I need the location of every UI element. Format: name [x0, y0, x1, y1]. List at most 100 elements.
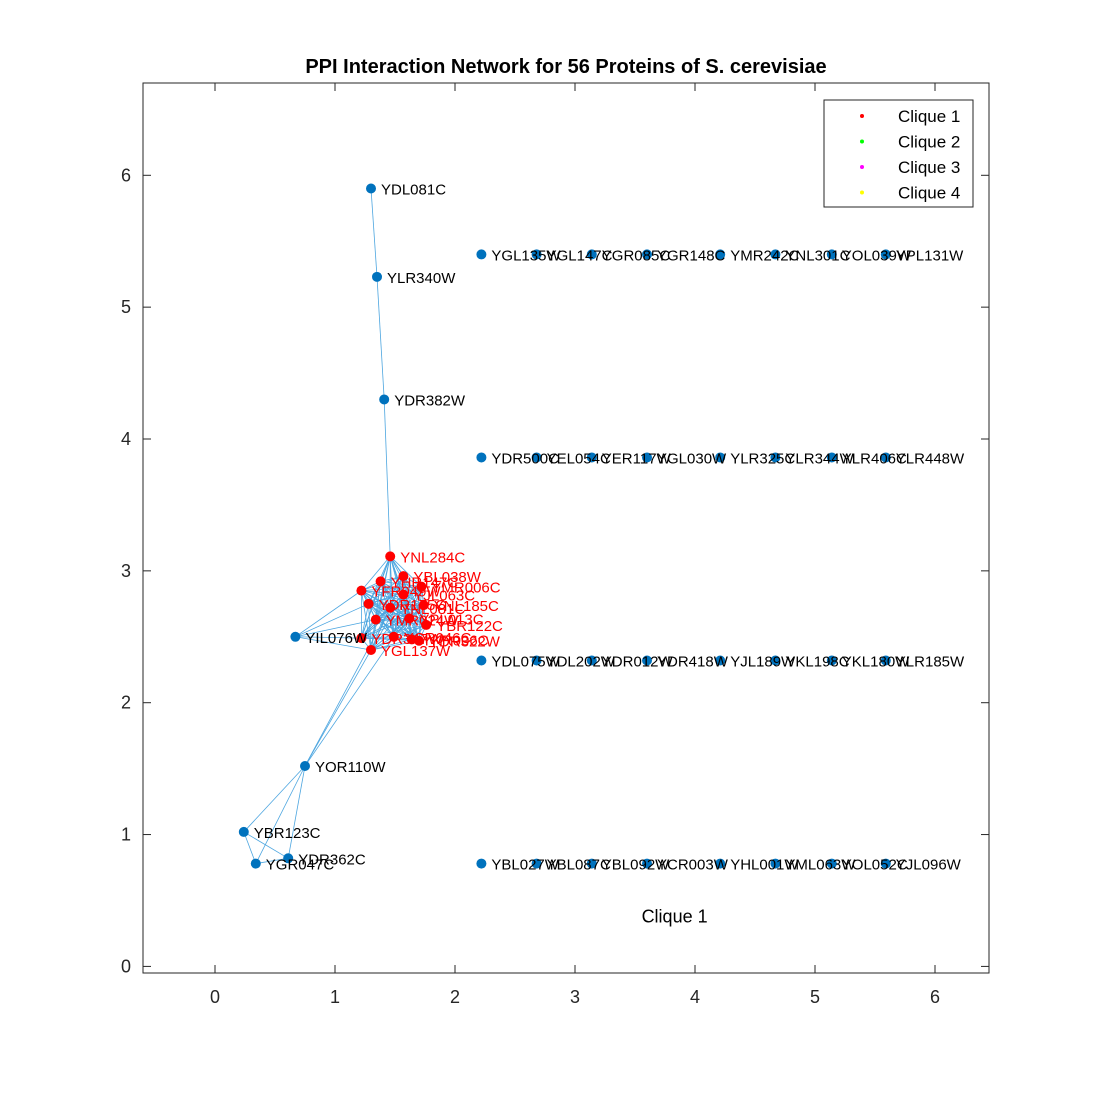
node-ylr340w — [372, 271, 382, 282]
node-label: YGL137W — [381, 643, 451, 660]
x-tick-label: 5 — [810, 987, 820, 1007]
node-ynl081c — [385, 602, 396, 613]
node-yjl063c — [398, 589, 409, 600]
node-ycr003w — [642, 858, 652, 869]
node-ydr382w — [379, 394, 390, 405]
network-edge — [295, 603, 369, 638]
network-edge — [255, 857, 289, 864]
node-yjl096w — [880, 858, 891, 869]
node-label: YLR185W — [896, 654, 965, 671]
network-edge — [287, 765, 306, 859]
network-edge — [375, 617, 410, 621]
node-ydl081c — [366, 183, 376, 194]
node-ygl137w — [366, 644, 376, 655]
network-edge — [243, 831, 289, 859]
node-label: YIL076W — [305, 630, 368, 647]
node-ydr175c — [363, 598, 374, 609]
node-label: YER117W — [602, 450, 672, 467]
node-yol052c — [826, 858, 837, 869]
node-label: YDR347W — [371, 631, 443, 648]
x-tick-label: 1 — [330, 987, 340, 1007]
network-edge — [295, 619, 376, 638]
node-label: YHR147C — [391, 574, 459, 591]
node-label: YJL096W — [896, 857, 962, 874]
y-tick-label: 1 — [121, 825, 131, 845]
node-ypl013c — [404, 613, 415, 624]
node-label: YDR362C — [298, 851, 366, 868]
legend-label: Clique 3 — [898, 158, 960, 177]
network-edge — [411, 605, 425, 640]
node-yhr147c — [375, 576, 386, 587]
node-ybr123c — [238, 826, 249, 837]
network-edge — [389, 556, 422, 587]
network-edge — [361, 575, 404, 639]
node-label: YBL087C — [547, 857, 611, 874]
network-edge — [370, 639, 412, 651]
node-ybl027w — [476, 858, 487, 869]
node-label: YBL092W — [602, 857, 670, 874]
node-ygr047c — [250, 858, 261, 869]
node-label: YNL185C — [434, 598, 499, 615]
node-ydr418w — [642, 655, 652, 666]
y-tick-label: 6 — [121, 165, 131, 185]
node-label: YJL189W — [730, 654, 796, 671]
legend-marker — [860, 165, 864, 169]
network-edge — [370, 619, 377, 651]
node-label: YGR085C — [602, 247, 671, 264]
node-label: YBL027W — [491, 857, 559, 874]
network-edge — [375, 604, 424, 621]
network-edge — [383, 399, 391, 557]
x-tick-label: 4 — [690, 987, 700, 1007]
y-tick-label: 4 — [121, 429, 131, 449]
network-edge — [370, 556, 391, 651]
network-edge — [361, 586, 422, 592]
legend-box — [823, 99, 974, 208]
node-label: YPL131W — [896, 247, 964, 264]
node-label: YMR024W — [386, 613, 459, 630]
network-edge — [375, 619, 427, 626]
node-label: YDR382W — [394, 392, 466, 409]
node-label: YLR406C — [842, 450, 907, 467]
node-ygl135w — [476, 249, 487, 260]
labels-layer: YDL081C YLR340W YDR382W YIL076W YOR110W YBR12… — [254, 181, 965, 873]
node-label: YDR322W — [429, 634, 501, 651]
legend-label: Clique 2 — [898, 133, 960, 152]
node-ykl180w — [826, 655, 837, 666]
node-label: YBR122C — [436, 618, 503, 635]
node-ylr325c — [715, 452, 726, 463]
node-yer117w — [586, 452, 597, 463]
node-yml063w — [770, 858, 781, 869]
node-yel054c — [531, 452, 542, 463]
node-ygl147c — [531, 249, 542, 260]
network-edge — [409, 586, 422, 619]
network-edge — [370, 607, 391, 651]
node-label: YGL135W — [491, 247, 561, 264]
node-label: YMR006C — [431, 580, 500, 597]
y-tick-label: 0 — [121, 956, 131, 976]
node-label: YCR046C — [404, 630, 472, 647]
network-edge — [361, 624, 427, 639]
node-ydr012w — [586, 655, 597, 666]
node-ybl087c — [531, 858, 542, 869]
node-label: YMR242C — [730, 247, 799, 264]
network-edge — [361, 590, 424, 606]
node-label: YBR123C — [254, 825, 321, 842]
x-tick-label: 3 — [570, 987, 580, 1007]
node-label: YOL052C — [842, 857, 908, 874]
network-edge — [376, 276, 385, 400]
network-edge — [361, 590, 404, 595]
node-yil076w — [290, 631, 301, 642]
network-edge — [370, 594, 404, 651]
node-label: YLR344W — [785, 450, 854, 467]
legend-marker — [860, 190, 864, 195]
node-ydr500c — [476, 452, 487, 463]
node-yhl001w — [715, 858, 726, 869]
network-edge — [304, 636, 395, 767]
node-label: YHL001W — [730, 857, 799, 874]
network-edge — [243, 765, 306, 833]
node-label: YJL063C — [413, 588, 475, 605]
node-ygr148c — [642, 249, 652, 260]
network-edge — [304, 649, 372, 767]
network-edge — [361, 603, 369, 639]
node-yor110w — [300, 760, 310, 771]
